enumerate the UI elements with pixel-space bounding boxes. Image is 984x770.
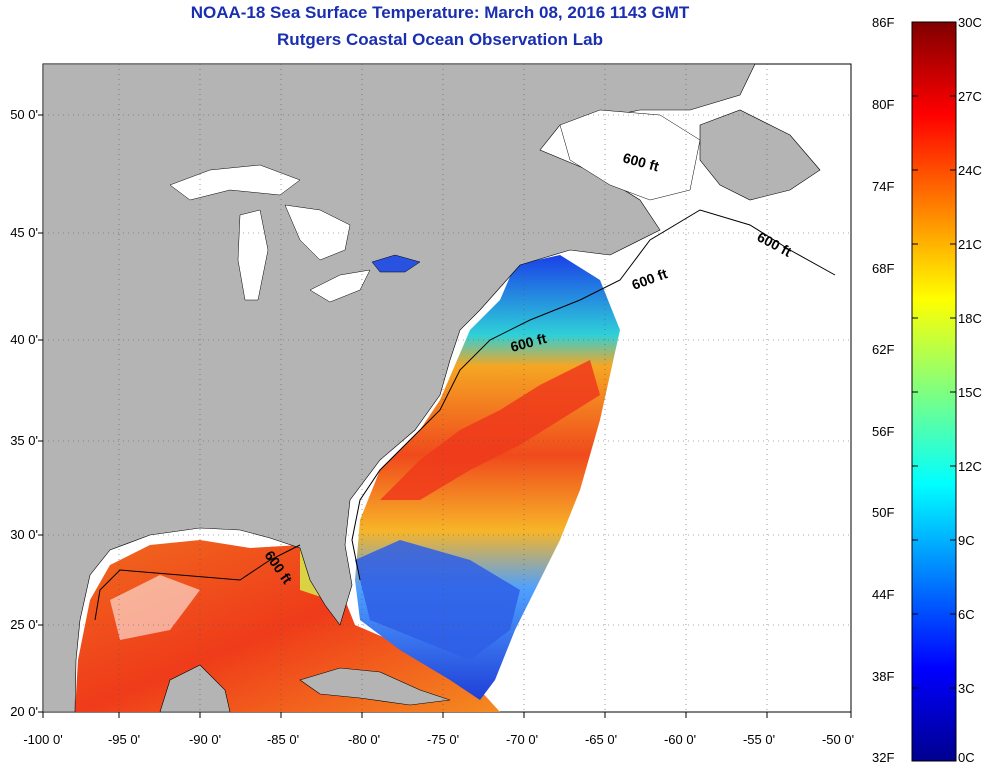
gulf-stream-core: [380, 360, 600, 500]
colorbar-label-0c: 0C: [958, 750, 975, 765]
colorbar-label-74f: 74F: [872, 179, 895, 194]
colorbar-ticks: [912, 95, 956, 689]
lon-label-65: -65 0': [584, 732, 618, 747]
colorbar-label-18c: 18C: [958, 311, 982, 326]
lake-michigan: [237, 209, 269, 301]
axis-ticks: [38, 114, 852, 718]
lake-ontario: [371, 254, 421, 273]
colorbar-label-30c: 30C: [958, 15, 982, 30]
lat-label-50: 50 0': [10, 107, 38, 122]
lon-label-100: -100 0': [23, 732, 63, 747]
colorbar-label-62f: 62F: [872, 342, 895, 357]
colorbar-label-44f: 44F: [872, 587, 895, 602]
isobath-600ft-line: [94, 209, 836, 621]
map-title: NOAA-18 Sea Surface Temperature: March 0…: [190, 3, 690, 22]
land-yucatan: [159, 664, 231, 712]
lake-superior: [169, 164, 301, 201]
map-subtitle: Rutgers Coastal Ocean Observation Lab: [277, 30, 603, 49]
lon-label-60: -60 0': [663, 732, 697, 747]
colorbar-label-32f: 32F: [872, 750, 895, 765]
colorbar-label-9c: 9C: [958, 533, 975, 548]
colorbar-label-12c: 12C: [958, 459, 982, 474]
lat-label-35: 35 0': [10, 433, 38, 448]
colorbar-label-86f: 86F: [872, 15, 895, 30]
colorbar-label-38f: 38F: [872, 669, 895, 684]
lon-label-50: -50 0': [821, 732, 855, 747]
colorbar-label-15c: 15C: [958, 385, 982, 400]
florida-coastal-blue: [355, 540, 520, 660]
lon-label-80: -80 0': [347, 732, 381, 747]
lat-label-45: 45 0': [10, 225, 38, 240]
gulf-of-st-lawrence: [559, 109, 701, 201]
lon-label-75: -75 0': [426, 732, 460, 747]
colorbar-label-24c: 24C: [958, 163, 982, 178]
graticule: [43, 64, 851, 712]
lake-huron: [284, 204, 351, 261]
lat-label-30: 30 0': [10, 527, 38, 542]
colorbar-label-3c: 3C: [958, 681, 975, 696]
lake-erie: [309, 269, 371, 303]
lon-label-55: -55 0': [742, 732, 776, 747]
lon-label-90: -90 0': [188, 732, 222, 747]
colorbar-label-56f: 56F: [872, 424, 895, 439]
colorbar: [911, 21, 957, 762]
colorbar-label-21c: 21C: [958, 237, 982, 252]
lon-label-95: -95 0': [107, 732, 141, 747]
land-north-america: [43, 64, 756, 712]
lon-label-70: -70 0': [505, 732, 539, 747]
gulf-cloud-patch: [110, 575, 200, 640]
land-cuba: [299, 667, 451, 706]
lat-label-25: 25 0': [10, 617, 38, 632]
colorbar-label-6c: 6C: [958, 607, 975, 622]
lon-label-85: -85 0': [266, 732, 300, 747]
colorbar-label-68f: 68F: [872, 261, 895, 276]
lat-label-40: 40 0': [10, 332, 38, 347]
lat-label-20: 20 0': [10, 704, 38, 719]
colorbar-label-50f: 50F: [872, 505, 895, 520]
colorbar-label-80f: 80F: [872, 97, 895, 112]
land-newfoundland: [699, 109, 821, 201]
colorbar-label-27c: 27C: [958, 89, 982, 104]
